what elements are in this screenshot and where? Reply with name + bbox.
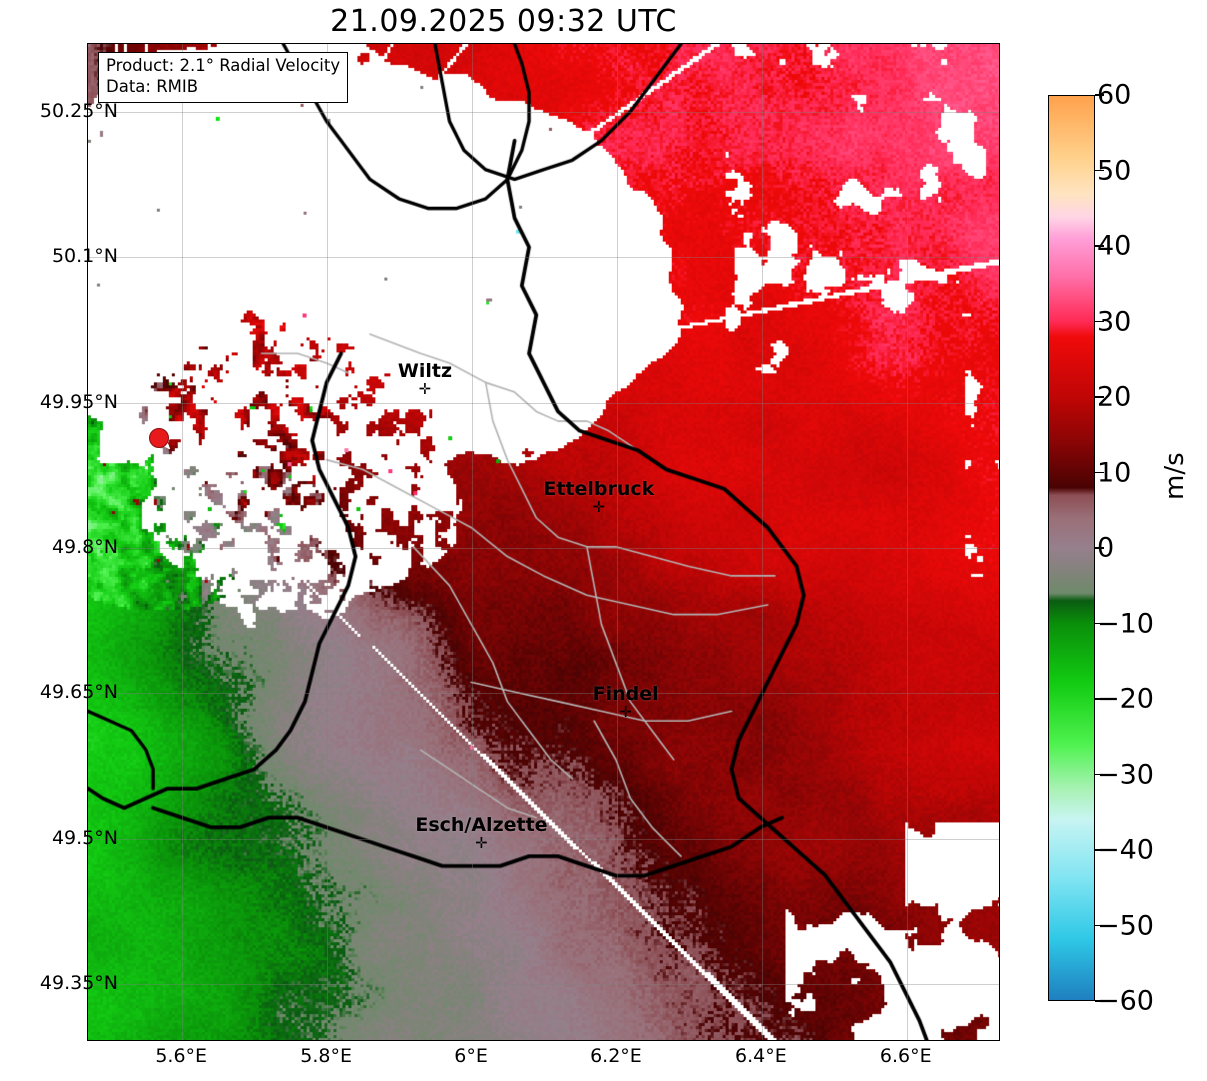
lat-tick-label: 50.25°N	[39, 99, 118, 122]
grid-line-lon	[182, 44, 184, 1040]
colorbar-tick-mark	[1095, 1000, 1104, 1002]
colorbar-tick-minus10: −10	[1097, 608, 1154, 639]
grid-line-lat	[88, 838, 999, 840]
colorbar-tick-mark	[1095, 396, 1104, 398]
colorbar-tick-mark	[1095, 622, 1104, 625]
colorbar-tick-mark	[1095, 547, 1104, 549]
colorbar-tick-mark	[1095, 320, 1104, 323]
grid-line-lat	[88, 693, 999, 695]
colorbar-tick-mark	[1095, 245, 1104, 247]
colorbar-tick-mark	[1095, 169, 1104, 172]
page-title: 21.09.2025 09:32 UTC	[330, 4, 677, 39]
lon-tick-label: 5.8°E	[300, 1045, 352, 1067]
lat-tick-label: 49.8°N	[51, 535, 118, 558]
radar-site-dot	[148, 428, 169, 449]
data-source-line: Data: RMIB	[106, 76, 199, 96]
lat-tick-label: 49.65°N	[39, 681, 118, 704]
lon-tick-label: 6.2°E	[590, 1045, 642, 1067]
colorbar-tick-mark	[1095, 698, 1104, 700]
colorbar-tick-0: 0	[1097, 532, 1115, 564]
colorbar-tick-mark	[1095, 471, 1104, 474]
lat-tick-label: 50.1°N	[51, 245, 118, 268]
colorbar-tick-minus50: −50	[1097, 910, 1154, 941]
grid-line-lat	[88, 111, 999, 113]
grid-line-lon	[472, 44, 474, 1040]
grid-line-lat	[88, 402, 999, 404]
colorbar-tick-minus20: −20	[1097, 683, 1154, 715]
grid-line-lon	[761, 44, 763, 1040]
grid-line-lat	[88, 547, 999, 549]
grid-line-lon	[616, 44, 618, 1040]
lat-tick-label: 49.35°N	[39, 971, 118, 994]
grid-line-lon	[906, 44, 908, 1040]
radar-site-marker	[140, 420, 175, 455]
product-info-box: Product: 2.1° Radial Velocity Data: RMIB	[98, 52, 349, 103]
product-line: Product: 2.1° Radial Velocity	[106, 56, 341, 75]
radar-map-plot[interactable]: Wiltz ✛ Ettelbruck ✛ Findel ✛ Esch/Alzette ✛ Pr…	[87, 43, 1000, 1041]
colorbar-tick-mark	[1095, 924, 1104, 927]
colorbar	[1048, 95, 1095, 1001]
colorbar-tick-minus60: −60	[1097, 985, 1154, 1017]
colorbar-tick-minus30: −30	[1097, 759, 1154, 790]
grid-line-lon	[327, 44, 329, 1040]
lon-tick-label: 6°E	[454, 1045, 488, 1067]
grid-line-lat	[88, 983, 999, 985]
colorbar-tick-mark	[1095, 94, 1104, 96]
grid-line-lat	[88, 257, 999, 259]
lon-tick-label: 6.6°E	[879, 1045, 932, 1067]
lon-tick-label: 6.4°E	[735, 1045, 787, 1067]
radial-velocity-raster	[88, 44, 999, 1040]
colorbar-tick-mark	[1095, 773, 1104, 776]
lat-tick-label: 49.5°N	[51, 826, 118, 849]
lat-tick-label: 49.95°N	[39, 390, 118, 413]
colorbar-unit-label: m/s	[1160, 452, 1190, 500]
lon-tick-label: 5.6°E	[155, 1045, 208, 1067]
colorbar-tick-minus40: −40	[1097, 834, 1154, 866]
colorbar-tick-mark	[1095, 849, 1104, 851]
